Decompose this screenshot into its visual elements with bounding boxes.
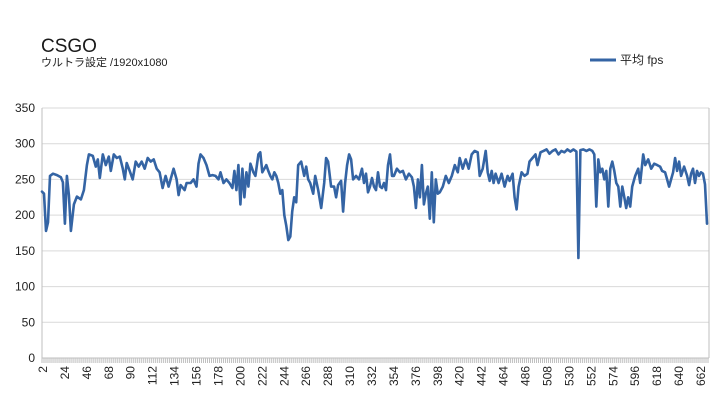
x-tick-label: 156 bbox=[190, 366, 204, 386]
legend: 平均 fps bbox=[590, 53, 663, 67]
x-tick-label: 530 bbox=[562, 366, 576, 386]
x-tick-label: 442 bbox=[475, 366, 489, 386]
x-tick-label: 244 bbox=[277, 366, 291, 386]
x-tick-label: 200 bbox=[233, 366, 247, 386]
y-tick-label: 300 bbox=[15, 137, 35, 151]
y-tick-label: 100 bbox=[15, 280, 35, 294]
y-axis-ticks: 0 50 100 150 200 250 300 350 bbox=[15, 101, 35, 365]
legend-label-avg-fps: 平均 fps bbox=[620, 53, 663, 67]
x-tick-label: 486 bbox=[519, 366, 533, 386]
y-tick-label: 350 bbox=[15, 101, 35, 115]
y-tick-label: 150 bbox=[15, 244, 35, 258]
series-line-avg-fps bbox=[40, 148, 709, 260]
x-tick-label: 464 bbox=[497, 366, 511, 386]
x-tick-label: 46 bbox=[80, 366, 94, 380]
y-tick-label: 200 bbox=[15, 208, 35, 222]
y-tick-label: 0 bbox=[28, 351, 35, 365]
x-tick-label: 134 bbox=[168, 366, 182, 386]
x-tick-label: 618 bbox=[650, 366, 664, 386]
x-tick-label: 574 bbox=[606, 366, 620, 386]
x-tick-label: 68 bbox=[102, 366, 116, 380]
x-tick-label: 288 bbox=[321, 366, 335, 386]
y-tick-label: 50 bbox=[22, 315, 36, 329]
x-tick-label: 2 bbox=[36, 366, 50, 373]
x-tick-label: 420 bbox=[453, 366, 467, 386]
y-tick-label: 250 bbox=[15, 172, 35, 186]
x-tick-label: 398 bbox=[431, 366, 445, 386]
x-tick-label: 90 bbox=[124, 366, 138, 380]
series-layer bbox=[40, 148, 709, 260]
x-tick-label: 332 bbox=[365, 366, 379, 386]
x-tick-label: 662 bbox=[694, 366, 708, 386]
x-tick-label: 178 bbox=[211, 366, 225, 386]
x-tick-label: 508 bbox=[540, 366, 554, 386]
x-axis-ticks: 2 24 46 68 90 112 134 156 178 200 222 244 266 288 310 3… bbox=[36, 358, 709, 386]
x-tick-label: 354 bbox=[387, 366, 401, 386]
x-tick-label: 596 bbox=[628, 366, 642, 386]
x-tick-label: 24 bbox=[58, 366, 72, 380]
x-tick-label: 640 bbox=[672, 366, 686, 386]
x-tick-label: 376 bbox=[409, 366, 423, 386]
x-tick-label: 310 bbox=[343, 366, 357, 386]
chart-subtitle: ウルトラ設定 /1920x1080 bbox=[41, 55, 168, 69]
x-tick-label: 266 bbox=[299, 366, 313, 386]
x-tick-label: 552 bbox=[584, 366, 598, 386]
x-tick-label: 112 bbox=[146, 366, 160, 385]
chart-title: CSGO bbox=[41, 36, 97, 57]
grid-lines bbox=[41, 107, 710, 359]
x-tick-label: 222 bbox=[255, 366, 269, 386]
